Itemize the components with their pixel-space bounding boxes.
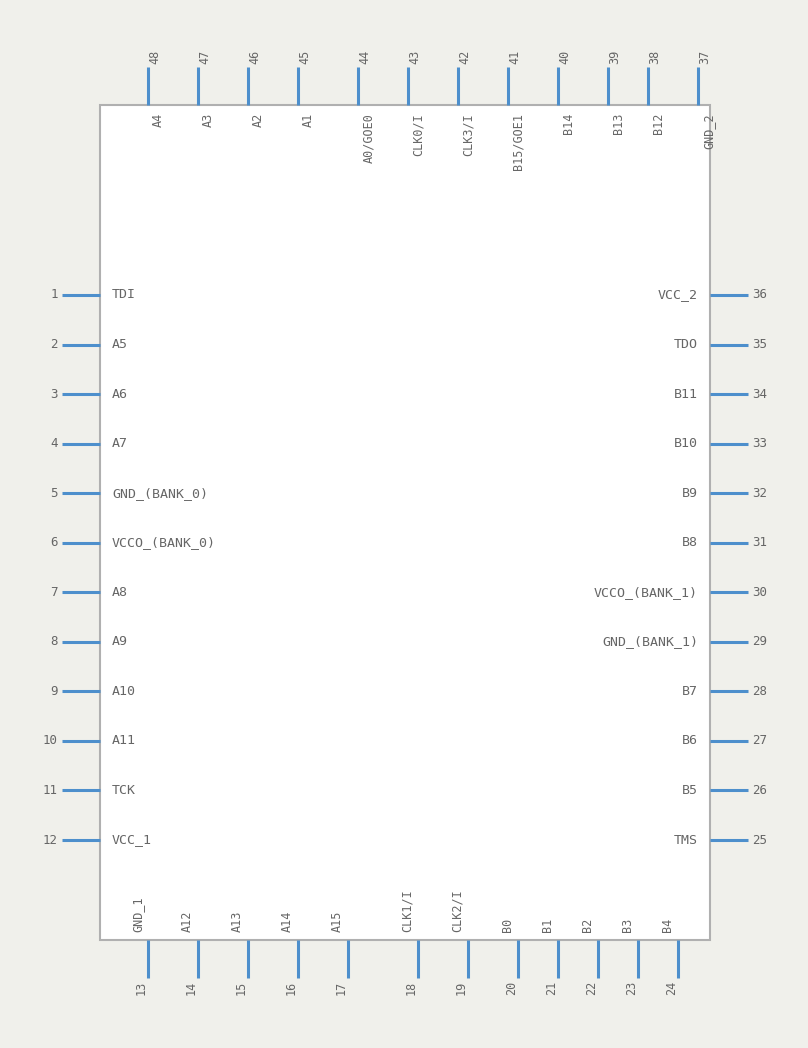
Text: 36: 36 [752,288,767,302]
Text: 1: 1 [50,288,58,302]
Text: 42: 42 [458,49,471,64]
Text: 26: 26 [752,784,767,796]
Text: 37: 37 [698,49,711,64]
Text: 34: 34 [752,388,767,400]
Text: 7: 7 [50,586,58,598]
Text: 23: 23 [625,981,638,996]
Text: 44: 44 [358,49,371,64]
Text: B2: B2 [581,918,594,932]
Text: B7: B7 [682,684,698,698]
Text: TDI: TDI [112,288,136,302]
Text: 11: 11 [43,784,58,796]
Text: 33: 33 [752,437,767,451]
Text: 28: 28 [752,684,767,698]
Text: 17: 17 [335,981,348,996]
Text: 41: 41 [508,49,521,64]
Text: 24: 24 [665,981,678,996]
Text: 39: 39 [608,49,621,64]
Text: TDO: TDO [674,339,698,351]
Text: TCK: TCK [112,784,136,796]
Text: VCCO_(BANK_0): VCCO_(BANK_0) [112,537,216,549]
Text: B9: B9 [682,486,698,500]
Text: A13: A13 [231,911,244,932]
Text: 21: 21 [545,981,558,996]
Text: 18: 18 [405,981,418,996]
Text: 43: 43 [408,49,421,64]
Text: CLK0/I: CLK0/I [412,113,425,156]
Text: GND_(BANK_1): GND_(BANK_1) [602,635,698,649]
Text: 27: 27 [752,735,767,747]
Text: 5: 5 [50,486,58,500]
Text: 15: 15 [235,981,248,996]
Text: VCC_1: VCC_1 [112,833,152,847]
Text: 14: 14 [185,981,198,996]
Text: VCCO_(BANK_1): VCCO_(BANK_1) [594,586,698,598]
Text: 32: 32 [752,486,767,500]
Text: 2: 2 [50,339,58,351]
Text: 47: 47 [198,49,211,64]
Text: 38: 38 [648,49,661,64]
Text: 19: 19 [455,981,468,996]
Text: B15/GOE1: B15/GOE1 [512,113,525,170]
Text: A0/GOE0: A0/GOE0 [362,113,375,162]
Text: B13: B13 [612,113,625,134]
Text: 12: 12 [43,833,58,847]
Text: 29: 29 [752,635,767,649]
Text: B1: B1 [541,918,554,932]
Text: A5: A5 [112,339,128,351]
Text: VCC_2: VCC_2 [658,288,698,302]
Text: 4: 4 [50,437,58,451]
Text: 16: 16 [285,981,298,996]
Text: 31: 31 [752,537,767,549]
Text: A11: A11 [112,735,136,747]
Text: A3: A3 [202,113,215,127]
Text: A12: A12 [181,911,194,932]
Text: 13: 13 [135,981,148,996]
Text: B3: B3 [621,918,634,932]
Text: 6: 6 [50,537,58,549]
Text: 9: 9 [50,684,58,698]
Text: A15: A15 [331,911,344,932]
Text: B10: B10 [674,437,698,451]
Text: B11: B11 [674,388,698,400]
Text: 22: 22 [585,981,598,996]
Text: A2: A2 [252,113,265,127]
Text: 25: 25 [752,833,767,847]
Text: GND_2: GND_2 [702,113,715,149]
Text: A1: A1 [302,113,315,127]
Text: GND_1: GND_1 [131,896,144,932]
Text: B0: B0 [501,918,514,932]
Text: B4: B4 [661,918,674,932]
Text: GND_(BANK_0): GND_(BANK_0) [112,486,208,500]
Text: B6: B6 [682,735,698,747]
Text: 30: 30 [752,586,767,598]
Text: CLK2/I: CLK2/I [451,890,464,932]
Text: CLK1/I: CLK1/I [401,890,414,932]
Text: A4: A4 [152,113,165,127]
Text: 8: 8 [50,635,58,649]
Text: 45: 45 [298,49,311,64]
Text: A6: A6 [112,388,128,400]
Text: 46: 46 [248,49,261,64]
Text: 40: 40 [558,49,571,64]
Text: A8: A8 [112,586,128,598]
Text: B5: B5 [682,784,698,796]
Text: 20: 20 [505,981,518,996]
Text: TMS: TMS [674,833,698,847]
Text: B12: B12 [652,113,665,134]
Text: 35: 35 [752,339,767,351]
Text: A14: A14 [281,911,294,932]
Text: A9: A9 [112,635,128,649]
Text: 48: 48 [148,49,161,64]
Text: CLK3/I: CLK3/I [462,113,475,156]
Bar [100,105,710,940]
Text: A7: A7 [112,437,128,451]
Text: 10: 10 [43,735,58,747]
Text: A10: A10 [112,684,136,698]
Text: B8: B8 [682,537,698,549]
Text: 3: 3 [50,388,58,400]
Text: B14: B14 [562,113,575,134]
